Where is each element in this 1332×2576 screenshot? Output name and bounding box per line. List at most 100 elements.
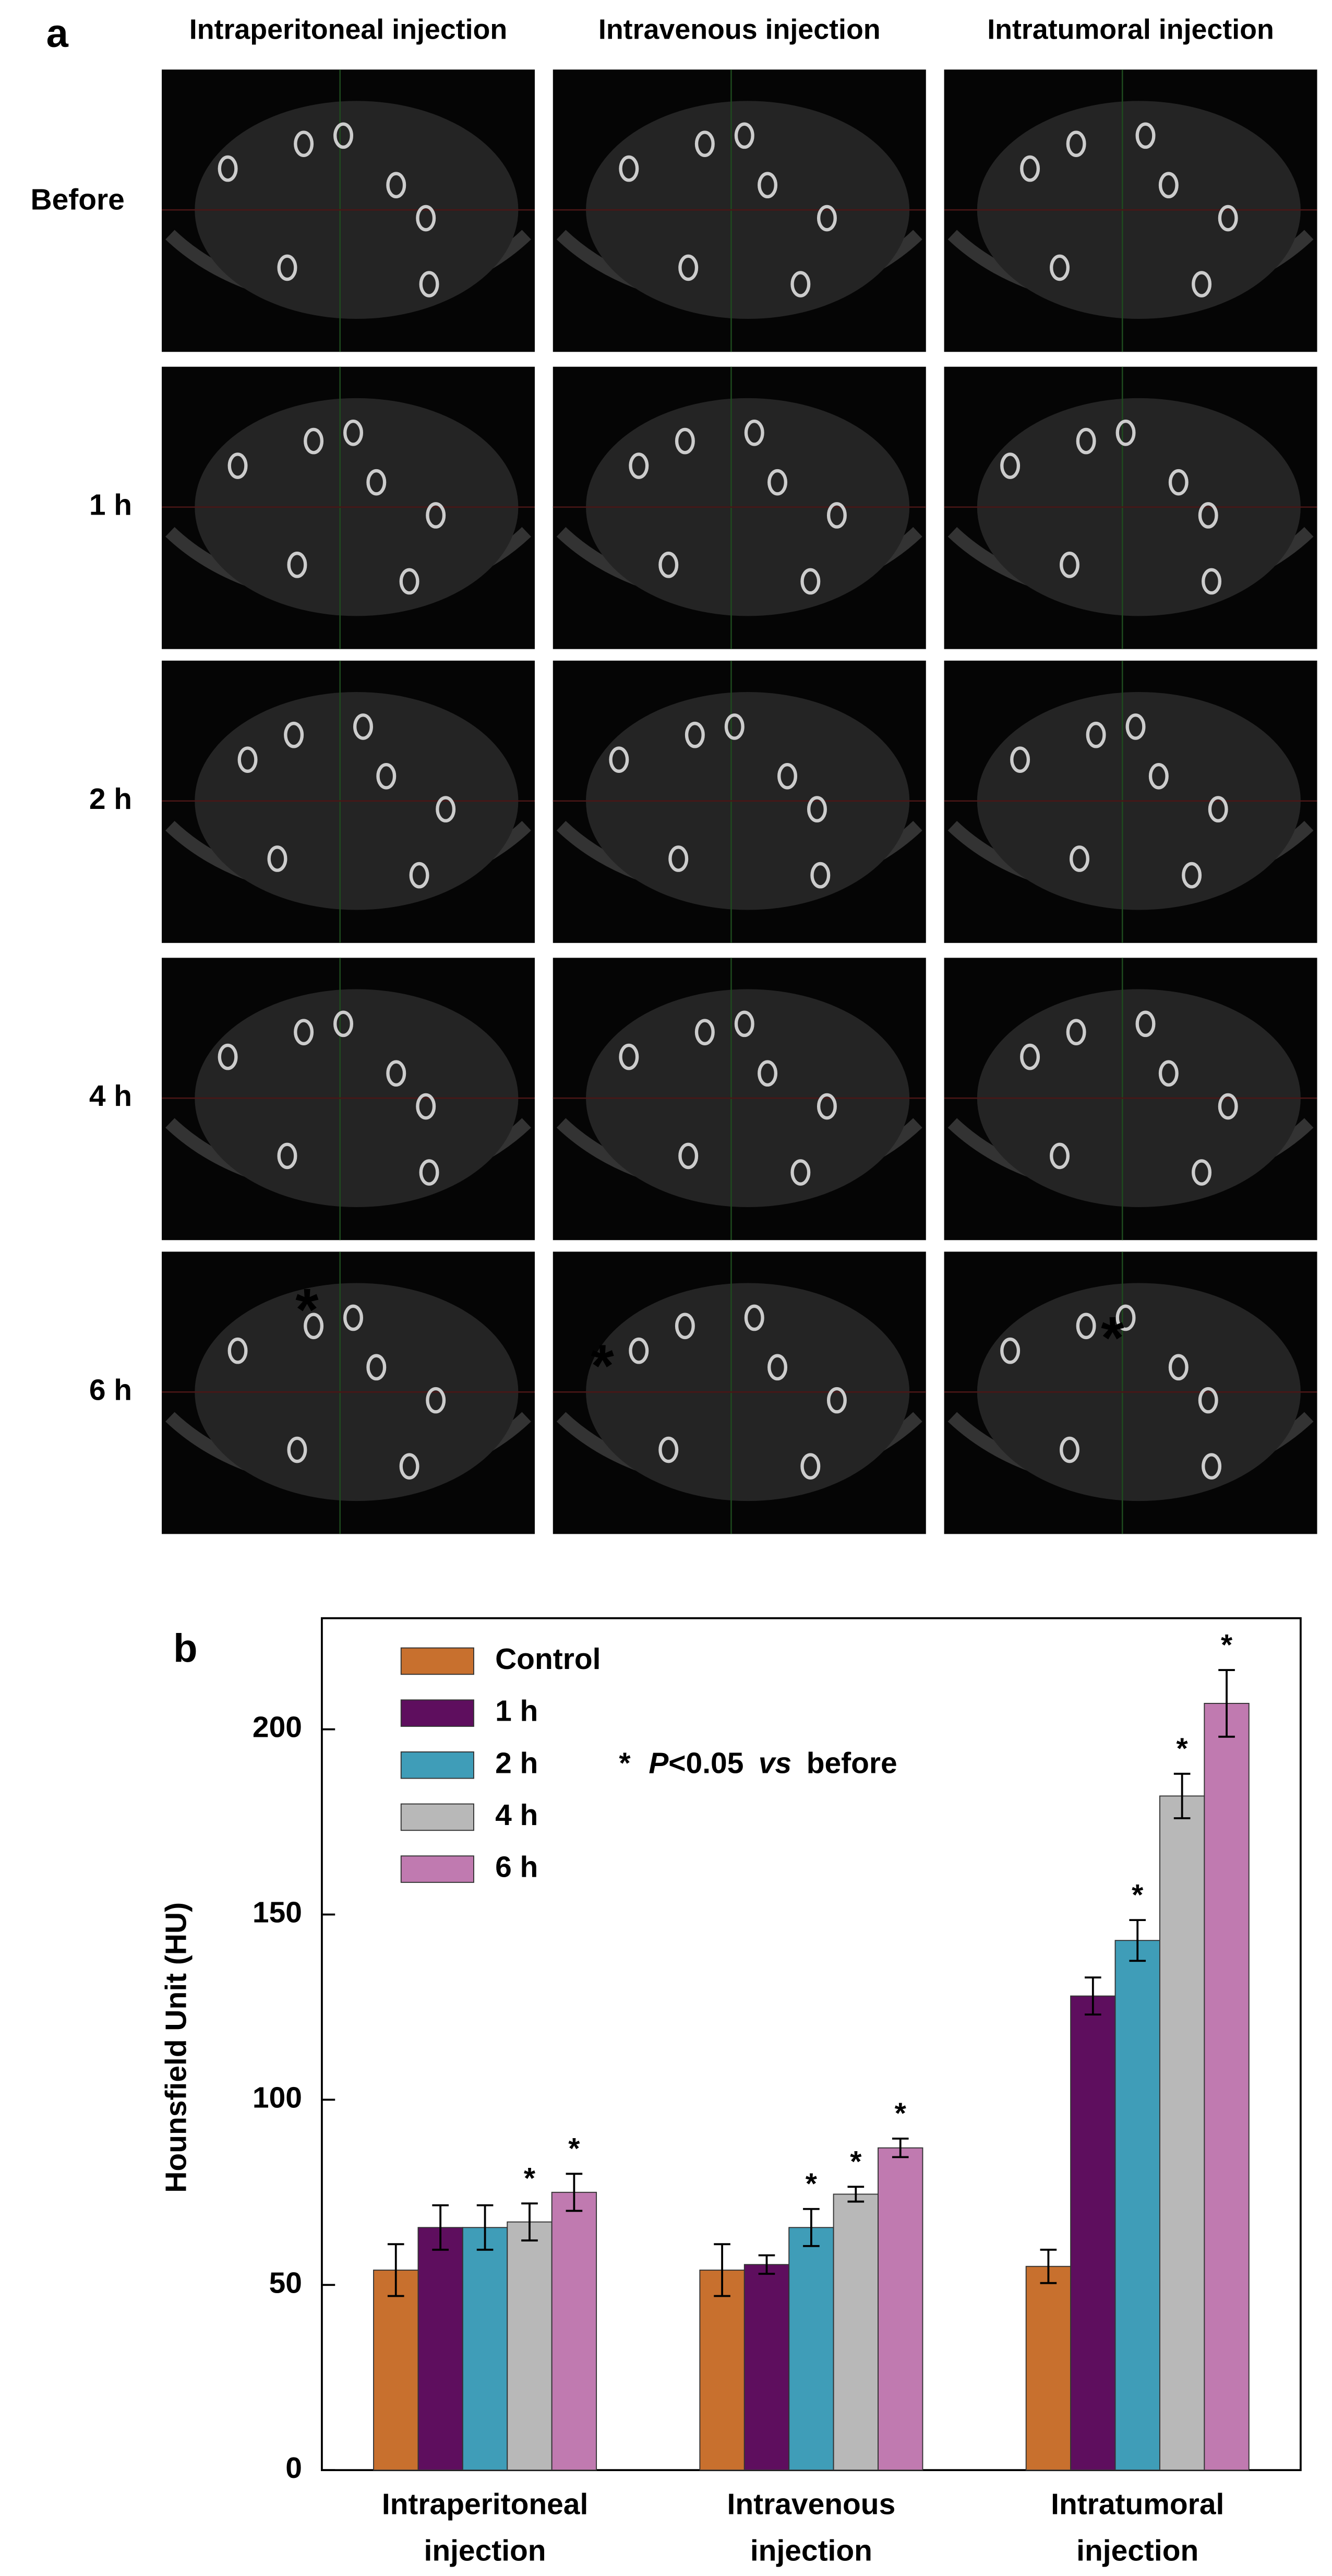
note-part: P — [649, 1746, 669, 1780]
bone — [218, 1043, 238, 1070]
bone — [1202, 1453, 1222, 1480]
bone — [678, 1142, 699, 1170]
row-label: 6 h — [89, 1373, 132, 1406]
note-part: * — [619, 1746, 631, 1780]
column-header: Intraperitoneal injection — [189, 14, 507, 45]
bone — [758, 172, 778, 199]
bone — [386, 1060, 406, 1087]
bar — [1114, 1940, 1160, 2471]
bone — [658, 552, 679, 578]
bone — [277, 1142, 297, 1170]
significance-marker: * — [1221, 1628, 1233, 1662]
bar — [507, 2221, 553, 2471]
bone — [1218, 205, 1238, 232]
ct-image — [162, 366, 535, 649]
note-part: vs — [759, 1746, 791, 1780]
bone — [409, 862, 429, 889]
ct-image — [162, 958, 535, 1241]
bar — [1159, 1795, 1205, 2471]
bone — [304, 1313, 324, 1340]
bone — [675, 1313, 695, 1340]
bone — [734, 122, 754, 149]
ct-image — [553, 660, 926, 943]
bone — [678, 254, 699, 281]
y-tick-label: 150 — [253, 1896, 302, 1929]
bone — [734, 1010, 754, 1037]
bone — [1000, 452, 1021, 479]
ct-image — [162, 660, 535, 943]
bar — [462, 2227, 508, 2471]
bone — [767, 1354, 788, 1381]
ct-image — [944, 660, 1317, 943]
error-bar — [803, 2208, 820, 2247]
significance-marker: * — [895, 2097, 907, 2130]
bone — [267, 845, 287, 872]
bone — [416, 205, 436, 232]
legend-label: 4 h — [495, 1798, 538, 1832]
error-bar — [1084, 1976, 1101, 2016]
bone — [800, 568, 821, 595]
note-part: <0.05 — [668, 1746, 743, 1780]
ct-image — [162, 1251, 535, 1534]
bone — [758, 1060, 778, 1087]
bone — [416, 1093, 436, 1120]
bone — [1168, 1354, 1189, 1381]
legend-swatch — [400, 1751, 474, 1779]
bone — [353, 713, 373, 740]
bone — [790, 1159, 811, 1186]
bone — [724, 713, 745, 740]
legend-swatch — [400, 1647, 474, 1675]
bone — [419, 271, 439, 297]
bone — [227, 1337, 248, 1364]
bone — [800, 1453, 821, 1480]
bone — [767, 469, 788, 496]
bone — [1060, 552, 1079, 578]
bone — [1148, 762, 1169, 790]
bone — [1192, 1159, 1212, 1186]
bone — [287, 552, 307, 578]
bone — [694, 130, 715, 157]
bone — [419, 1159, 439, 1186]
bone — [343, 419, 363, 446]
bone — [1066, 130, 1086, 157]
bone — [1076, 427, 1096, 455]
bone — [1135, 1010, 1156, 1037]
y-tick-label: 50 — [269, 2266, 302, 2299]
error-bar — [1173, 1772, 1191, 1819]
bone — [1050, 254, 1070, 281]
bar — [878, 2147, 923, 2471]
bone — [1125, 713, 1146, 740]
bone — [399, 1453, 419, 1480]
bone — [1182, 862, 1202, 889]
column-header: Intratumoral injection — [987, 14, 1274, 45]
bone — [1020, 1043, 1040, 1070]
error-bar — [758, 2254, 775, 2275]
ct-image — [944, 1251, 1317, 1534]
bone — [277, 254, 297, 281]
legend-label: 2 h — [495, 1746, 538, 1780]
bone — [668, 845, 689, 872]
bone — [810, 862, 831, 889]
ct-image — [553, 1251, 926, 1534]
significance-marker: * — [850, 2145, 862, 2178]
bone — [294, 1019, 314, 1045]
ct-image — [944, 958, 1317, 1241]
bar — [373, 2269, 419, 2471]
row-label: 2 h — [89, 782, 132, 816]
error-bar — [892, 2138, 909, 2158]
bone — [294, 130, 314, 157]
bone — [227, 452, 248, 479]
y-tick-label: 200 — [253, 1711, 302, 1744]
y-tick-label: 0 — [285, 2451, 302, 2485]
x-tick-label: Intraperitoneal injection — [382, 2488, 588, 2568]
bone — [1069, 845, 1089, 872]
bone — [609, 746, 629, 773]
bone — [1060, 1436, 1079, 1463]
x-tick-label: Intravenous injection — [727, 2488, 896, 2568]
bone — [826, 502, 847, 529]
significance-marker: * — [1177, 1732, 1189, 1766]
ct-image — [553, 958, 926, 1241]
bone — [218, 155, 238, 182]
error-bar — [1040, 2248, 1057, 2284]
bone — [1158, 172, 1179, 199]
